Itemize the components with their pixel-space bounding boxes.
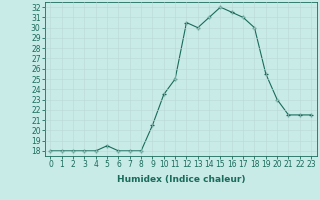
X-axis label: Humidex (Indice chaleur): Humidex (Indice chaleur) [116, 175, 245, 184]
